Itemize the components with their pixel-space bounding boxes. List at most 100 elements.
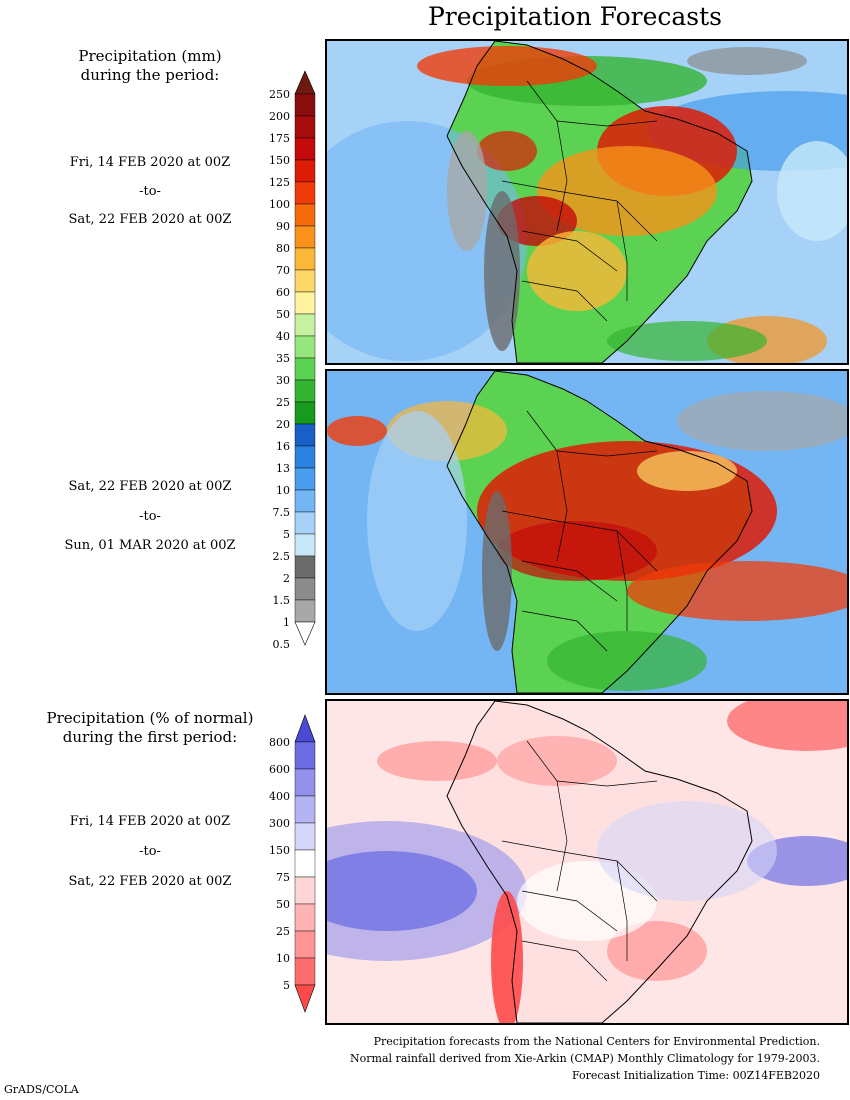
precip-colorbar-tick-label: 200 [269, 110, 290, 123]
anomaly-colorbar-top-arrow [294, 714, 316, 743]
precip-colorbar-step [294, 577, 316, 601]
precip-colorbar-tick-label: 50 [276, 308, 290, 321]
precip-colorbar-tick-label: 1.5 [272, 594, 291, 607]
anomaly-from: Fri, 14 FEB 2020 at 00Z [69, 814, 231, 829]
precip-field-cell [327, 416, 387, 446]
anomaly-colorbar-tick-label: 800 [269, 736, 290, 749]
country-border [526, 80, 658, 127]
precip-colorbar-tick-label: 70 [276, 264, 290, 277]
anomaly-colorbar-tick-label: 25 [276, 925, 290, 938]
anomaly-colorbar-bottom-arrow [294, 984, 316, 1013]
precip-field-cell [377, 741, 497, 781]
anomaly-colorbar-tick-label: 50 [276, 898, 290, 911]
precip-field-cell [417, 46, 597, 86]
anomaly-colorbar-tick-label: 5 [283, 979, 290, 992]
precip-map-period2-plot [327, 371, 847, 693]
country-border [556, 120, 568, 232]
precip-field-cell [547, 631, 707, 691]
footer-line2: Normal rainfall derived from Xie-Arkin (… [350, 1052, 820, 1065]
anomaly-colorbar-step [294, 903, 316, 932]
precip-colorbar-step [294, 489, 316, 513]
anomaly-colorbar-step [294, 741, 316, 770]
country-border [526, 410, 658, 457]
precip-field-cell [527, 231, 627, 311]
precip-field-cell [687, 47, 807, 75]
anomaly-map [325, 699, 849, 1025]
country-border [521, 890, 618, 932]
anomaly-colorbar-tick-label: 400 [269, 790, 290, 803]
anomaly-colorbar-step [294, 876, 316, 905]
anomaly-to-word: -to- [139, 844, 161, 859]
country-border [556, 450, 568, 562]
country-border [521, 610, 608, 652]
precip-field-cell [777, 141, 847, 241]
precip-colorbar-step [294, 269, 316, 293]
precip-colorbar-tick-label: 2 [283, 572, 290, 585]
precip-field-cell [497, 521, 657, 581]
precip-colorbar-step [294, 357, 316, 381]
precip-colorbar-step [294, 115, 316, 139]
precip-colorbar-tick-label: 175 [269, 132, 290, 145]
anomaly-colorbar-tick-label: 600 [269, 763, 290, 776]
credit-label: GrADS/COLA [4, 1083, 79, 1096]
period1-label-line2: during the period: [80, 66, 220, 84]
precip-colorbar-bottom-arrow [294, 621, 316, 646]
precip-map-period2 [325, 369, 849, 695]
anomaly-label: Precipitation (% of normal) during the f… [20, 709, 280, 747]
precip-field-cell [727, 701, 847, 751]
precip-colorbar-step [294, 379, 316, 403]
precip-colorbar-tick-label: 5 [283, 528, 290, 541]
precip-colorbar-step [294, 137, 316, 161]
anomaly-colorbar-step [294, 849, 316, 878]
precip-field-cell [484, 191, 520, 351]
precip-colorbar-step [294, 423, 316, 447]
period2-to-word: -to- [139, 509, 161, 524]
precip-colorbar-tick-label: 250 [269, 88, 290, 101]
country-border [616, 530, 628, 631]
precip-field-cell [677, 391, 847, 451]
precip-colorbar-step [294, 313, 316, 337]
precip-colorbar-step [294, 467, 316, 491]
precip-colorbar-tick-label: 13 [276, 462, 290, 475]
period1-until: Sat, 22 FEB 2020 at 00Z [68, 212, 232, 227]
coastline [446, 41, 753, 363]
precip-field-cell [537, 146, 717, 236]
precip-colorbar-tick-label: 20 [276, 418, 290, 431]
precip-field-cell [497, 736, 617, 786]
precip-colorbar-step [294, 291, 316, 315]
precip-field-cell [607, 921, 707, 981]
precip-colorbar-tick-label: 16 [276, 440, 290, 453]
period1-from: Fri, 14 FEB 2020 at 00Z [69, 155, 231, 170]
anomaly-colorbar-step [294, 957, 316, 986]
precip-colorbar-tick-label: 10 [276, 484, 290, 497]
period2-until: Sun, 01 MAR 2020 at 00Z [64, 538, 236, 553]
precip-colorbar-tick-label: 100 [269, 198, 290, 211]
period1-label: Precipitation (mm) during the period: [30, 47, 270, 85]
precip-field-cell [367, 411, 467, 631]
anomaly-until: Sat, 22 FEB 2020 at 00Z [68, 874, 232, 889]
precip-map-period1-plot [327, 41, 847, 363]
country-border [501, 840, 658, 902]
anomaly-colorbar-step [294, 822, 316, 851]
precip-colorbar-graphic [294, 70, 316, 646]
footer-line3: Forecast Initialization Time: 00Z14FEB20… [571, 1069, 820, 1082]
anomaly-colorbar: 800 600 400 300 150 75 50 25 10 5 [250, 714, 330, 1014]
country-border [521, 940, 608, 982]
precip-colorbar-tick-label: 80 [276, 242, 290, 255]
precip-colorbar-step [294, 401, 316, 425]
anomaly-colorbar-tick-label: 300 [269, 817, 290, 830]
footer-line1: Precipitation forecasts from the Nationa… [373, 1035, 820, 1048]
precip-colorbar-tick-label: 1 [283, 616, 290, 629]
precip-colorbar-step [294, 181, 316, 205]
precip-colorbar-tick-label: 30 [276, 374, 290, 387]
precip-colorbar-tick-label: 40 [276, 330, 290, 343]
precip-colorbar-tick-label: 7.5 [272, 506, 291, 519]
country-border [616, 200, 628, 301]
precip-colorbar: 250 200 175 150 125 100 90 80 70 60 50 40 35 30 25 20 16… [250, 70, 330, 670]
anomaly-colorbar-step [294, 930, 316, 959]
country-border [521, 560, 618, 602]
precip-colorbar-top-arrow [294, 70, 316, 95]
precip-colorbar-step [294, 203, 316, 227]
precip-colorbar-step [294, 555, 316, 579]
country-border [521, 280, 608, 322]
